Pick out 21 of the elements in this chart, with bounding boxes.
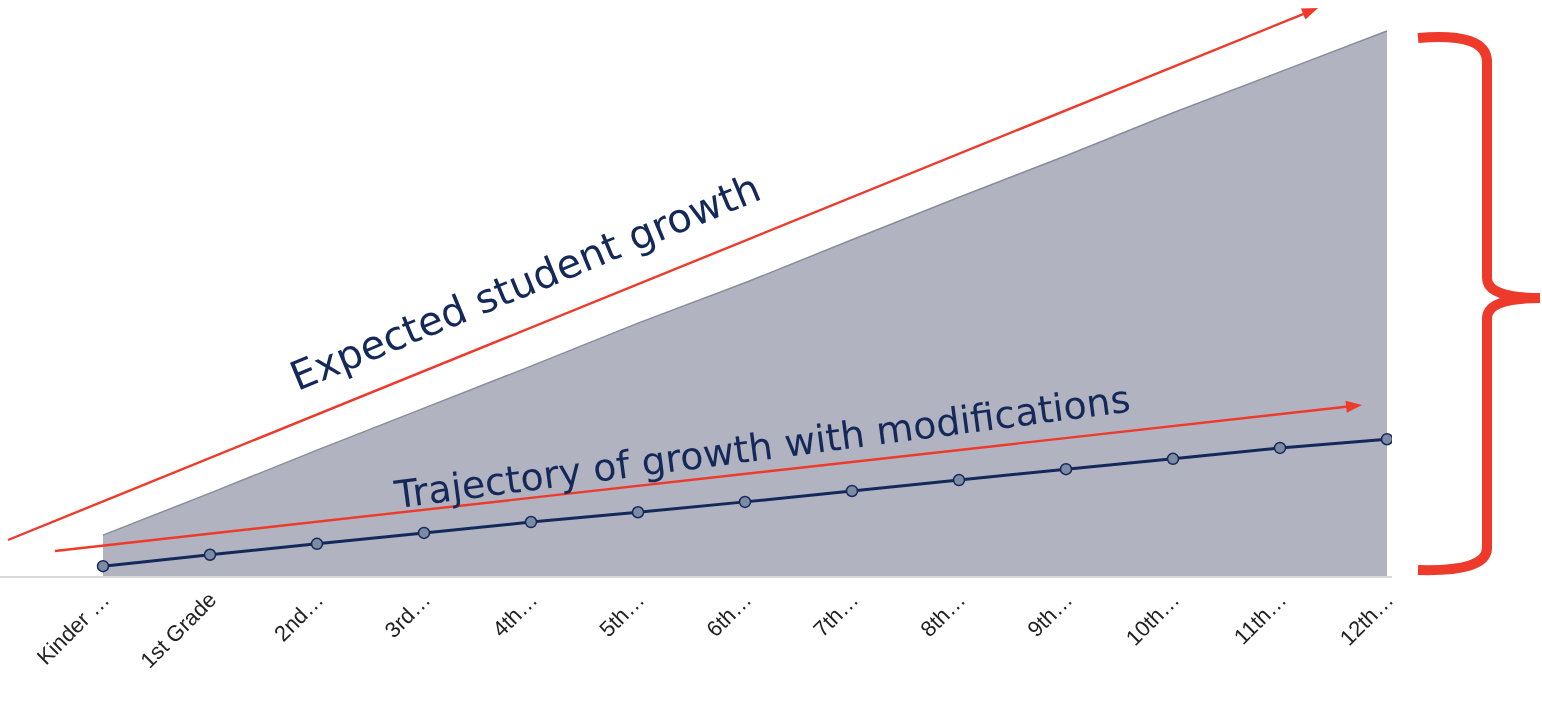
point [417,526,431,540]
x-tick-label: 7th… [808,587,864,642]
point [845,484,859,498]
x-tick-label: 3rd… [379,587,436,643]
point [310,537,324,551]
x-tick-label: 8th… [915,587,971,642]
x-tick-label: 4th… [487,587,543,642]
x-tick-label: 5th… [594,587,650,642]
point [1380,432,1392,446]
point [1059,462,1073,476]
x-tick-label: 9th… [1022,587,1078,642]
point [96,559,110,573]
annotation: Trajectory of growth with modifications [391,376,1133,518]
point [738,495,752,509]
point [1166,452,1180,466]
point [1273,441,1287,455]
x-tick-label: 6th… [701,587,757,642]
point [631,505,645,519]
point [203,548,217,561]
point [524,515,538,529]
point [952,473,966,487]
